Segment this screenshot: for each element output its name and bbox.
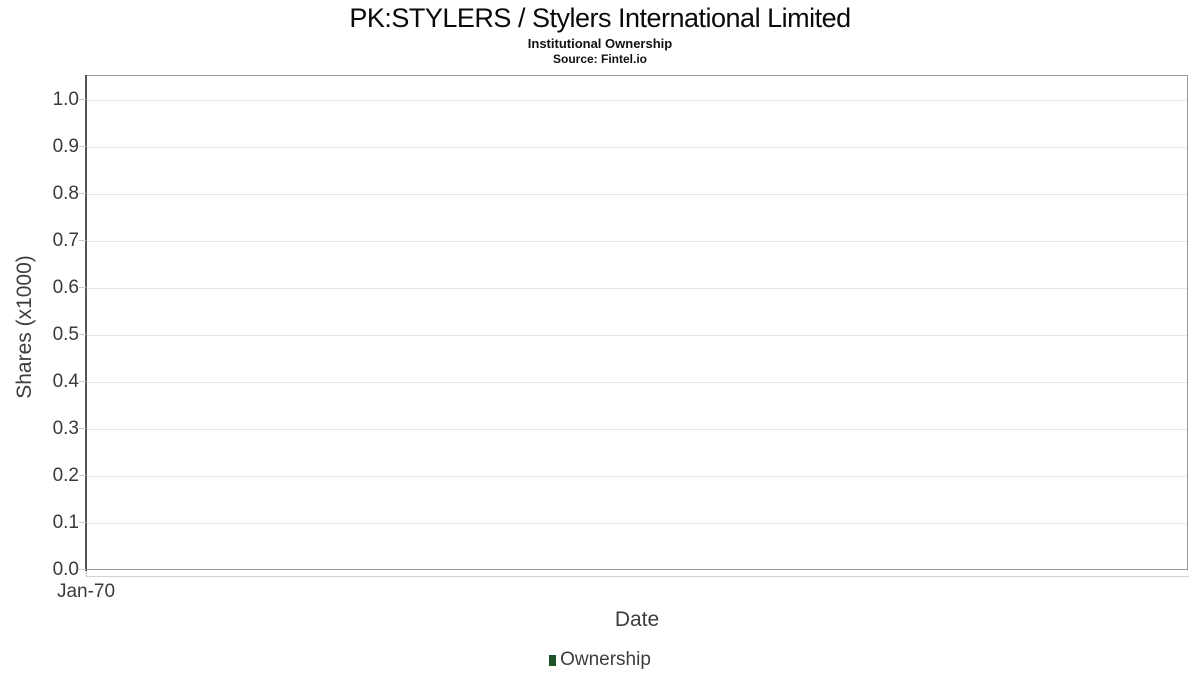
y-tick-label: 0.6 (52, 277, 79, 298)
legend-item-ownership[interactable]: Ownership (549, 649, 651, 671)
legend-item-label: Ownership (560, 649, 651, 670)
y-tick-label: 0.7 (52, 230, 79, 251)
y-tick-mark (79, 146, 86, 147)
gridline (87, 288, 1187, 289)
y-tick-mark (79, 287, 86, 288)
y-tick-label: 0.5 (52, 324, 79, 345)
chart-subtitle: Institutional Ownership (527, 36, 673, 51)
x-tick-label: Jan-70 (56, 581, 116, 602)
gridline (87, 382, 1187, 383)
y-tick-mark (79, 428, 86, 429)
y-axis-line (85, 75, 87, 571)
y-tick-label: 0.2 (52, 465, 79, 486)
y-tick-label: 0.8 (52, 183, 79, 204)
y-tick-label: 1.0 (52, 89, 79, 110)
y-tick-mark (79, 475, 86, 476)
gridline (87, 100, 1187, 101)
y-tick-mark (79, 99, 86, 100)
plot-area (86, 75, 1188, 570)
legend: Ownership (0, 646, 1200, 674)
y-tick-mark (79, 569, 86, 570)
gridline (87, 241, 1187, 242)
y-tick-label: 0.9 (52, 136, 79, 157)
gridline (87, 147, 1187, 148)
gridline (87, 523, 1187, 524)
y-tick-mark (79, 240, 86, 241)
chart-title: PK:STYLERS / Stylers International Limit… (349, 3, 851, 33)
y-tick-label: 0.4 (52, 371, 79, 392)
y-tick-mark (79, 193, 86, 194)
x-tick-mark (86, 571, 87, 577)
gridline (87, 429, 1187, 430)
gridline (87, 194, 1187, 195)
legend-swatch-icon (549, 654, 557, 666)
x-axis-title: Date (614, 608, 660, 631)
gridline (87, 335, 1187, 336)
y-tick-mark (79, 381, 86, 382)
x-axis-line (86, 576, 1189, 577)
y-tick-mark (79, 334, 86, 335)
y-tick-label: 0.1 (52, 512, 79, 533)
gridline (87, 476, 1187, 477)
y-tick-label: 0.3 (52, 418, 79, 439)
y-tick-mark (79, 522, 86, 523)
y-tick-label: 0.0 (52, 559, 79, 580)
chart-source-caption: Source: Fintel.io (552, 52, 647, 66)
